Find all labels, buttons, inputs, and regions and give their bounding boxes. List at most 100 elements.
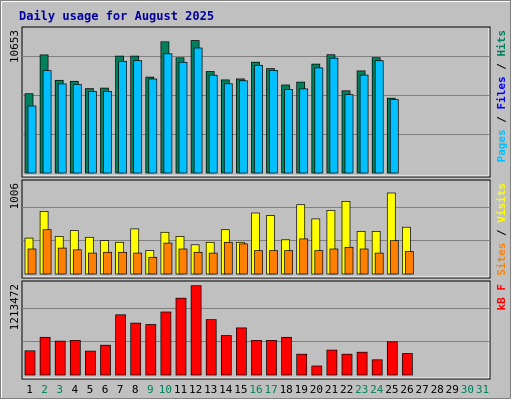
x-tick-label-day-31: 31 <box>476 383 489 396</box>
legend-item: / <box>495 57 508 77</box>
bar-kbytes-day-4 <box>69 340 81 376</box>
bar-files-day-13 <box>208 74 218 174</box>
panel-1: 10653 Pages / Files / Hits <box>8 26 508 178</box>
x-tick-label-day-26: 26 <box>400 383 413 396</box>
bar-kbytes-day-1 <box>24 350 36 376</box>
x-tick-label-day-8: 8 <box>132 383 139 396</box>
legend-item: Hits <box>495 30 508 57</box>
panel-3: 1213472 kB F <box>8 280 508 380</box>
x-axis-day-labels: 1 2 3 4 5 6 7 8 9 10 11 12 13 14 15 16 17 18 19 20 21 22 23 24 2… <box>26 383 489 396</box>
bar-kbytes-day-3 <box>54 340 66 376</box>
legend-item: Visits <box>495 183 508 223</box>
bar-sites-day-12 <box>193 251 203 275</box>
bar-sites-day-19 <box>299 238 309 275</box>
bar-files-day-6 <box>103 91 112 174</box>
legend-item: Sites <box>495 243 508 276</box>
bar-files-day-11 <box>178 61 188 174</box>
x-tick-label-day-7: 7 <box>117 383 124 396</box>
bar-files-day-18 <box>284 89 293 174</box>
bar-sites-day-1 <box>27 248 37 275</box>
bar-files-day-24 <box>374 60 384 174</box>
x-tick-label-day-13: 13 <box>204 383 217 396</box>
x-tick-label-day-10: 10 <box>159 383 172 396</box>
x-tick-label-day-3: 3 <box>56 383 63 396</box>
legend-item: / <box>495 223 508 243</box>
x-tick-label-day-1: 1 <box>26 383 33 396</box>
bar-files-day-8 <box>133 60 143 174</box>
bar-kbytes-day-16 <box>251 340 262 376</box>
bar-sites-day-26 <box>405 251 414 275</box>
bar-kbytes-day-9 <box>145 324 157 376</box>
x-tick-label-day-23: 23 <box>355 383 368 396</box>
bar-kbytes-day-17 <box>266 340 277 376</box>
bar-kbytes-day-23 <box>356 351 368 376</box>
bar-kbytes-day-11 <box>175 297 187 376</box>
x-tick-label-day-16: 16 <box>249 383 262 396</box>
bar-sites-day-15 <box>239 243 248 275</box>
legend-item: / <box>495 110 508 130</box>
bar-files-day-15 <box>239 80 248 174</box>
bar-sites-day-16 <box>254 250 263 275</box>
bar-files-day-23 <box>359 74 369 174</box>
bar-kbytes-day-7 <box>115 314 126 376</box>
x-tick-label-day-30: 30 <box>461 383 474 396</box>
x-tick-label-day-5: 5 <box>87 383 94 396</box>
bar-kbytes-day-2 <box>39 336 51 376</box>
bar-kbytes-day-5 <box>85 350 96 376</box>
chart-title: Daily usage for August 2025 <box>19 9 214 23</box>
x-tick-label-day-12: 12 <box>189 383 202 396</box>
x-tick-label-day-15: 15 <box>234 383 247 396</box>
x-tick-label-day-29: 29 <box>446 383 459 396</box>
bar-sites-day-9 <box>148 256 158 275</box>
bar-files-day-19 <box>299 88 309 174</box>
bar-sites-day-22 <box>344 246 354 275</box>
bar-files-day-2 <box>42 70 52 174</box>
bar-sites-day-14 <box>223 241 233 275</box>
bar-files-day-20 <box>314 67 324 174</box>
x-tick-label-day-4: 4 <box>71 383 78 396</box>
bar-sites-day-24 <box>374 252 384 275</box>
x-tick-label-day-6: 6 <box>102 383 109 396</box>
bar-files-day-10 <box>163 53 173 174</box>
bar-files-day-12 <box>193 47 203 174</box>
y-max-label: 10653 <box>8 30 21 63</box>
bar-kbytes-day-21 <box>326 349 338 376</box>
bar-sites-day-3 <box>57 247 67 275</box>
panel-2: 1006 Sites / Visits <box>8 179 508 279</box>
x-tick-label-day-21: 21 <box>325 383 338 396</box>
x-tick-label-day-22: 22 <box>340 383 353 396</box>
bar-files-day-25 <box>389 99 399 174</box>
bar-files-day-17 <box>269 70 278 174</box>
bar-kbytes-day-20 <box>311 365 323 376</box>
x-tick-label-day-9: 9 <box>147 383 154 396</box>
bar-files-day-1 <box>27 105 37 174</box>
x-tick-label-day-2: 2 <box>41 383 48 396</box>
legend-item: Files <box>495 76 508 109</box>
legend-item: kB F <box>495 284 508 311</box>
bar-files-day-7 <box>118 60 127 174</box>
bar-sites-day-11 <box>178 248 188 275</box>
bar-sites-day-13 <box>208 252 218 275</box>
x-tick-label-day-27: 27 <box>415 383 428 396</box>
x-tick-label-day-11: 11 <box>174 383 187 396</box>
bar-files-day-3 <box>57 83 67 174</box>
bar-kbytes-day-15 <box>236 327 247 376</box>
bar-sites-day-21 <box>329 248 339 275</box>
bar-sites-day-7 <box>118 251 127 275</box>
panel-legend: Pages / Files / Hits <box>495 30 508 163</box>
panel-legend: Sites / Visits <box>495 183 508 276</box>
x-tick-label-day-18: 18 <box>280 383 293 396</box>
bar-sites-day-10 <box>163 242 173 275</box>
legend-item: Pages <box>495 129 508 162</box>
bar-kbytes-day-19 <box>296 353 308 376</box>
bar-files-day-21 <box>329 57 339 174</box>
bar-kbytes-day-26 <box>402 353 413 376</box>
bar-sites-day-5 <box>88 252 97 275</box>
bar-sites-day-8 <box>133 252 143 275</box>
x-tick-label-day-24: 24 <box>370 383 384 396</box>
bar-kbytes-day-24 <box>371 359 383 376</box>
bar-kbytes-day-8 <box>130 322 142 376</box>
bar-kbytes-day-10 <box>160 311 172 376</box>
